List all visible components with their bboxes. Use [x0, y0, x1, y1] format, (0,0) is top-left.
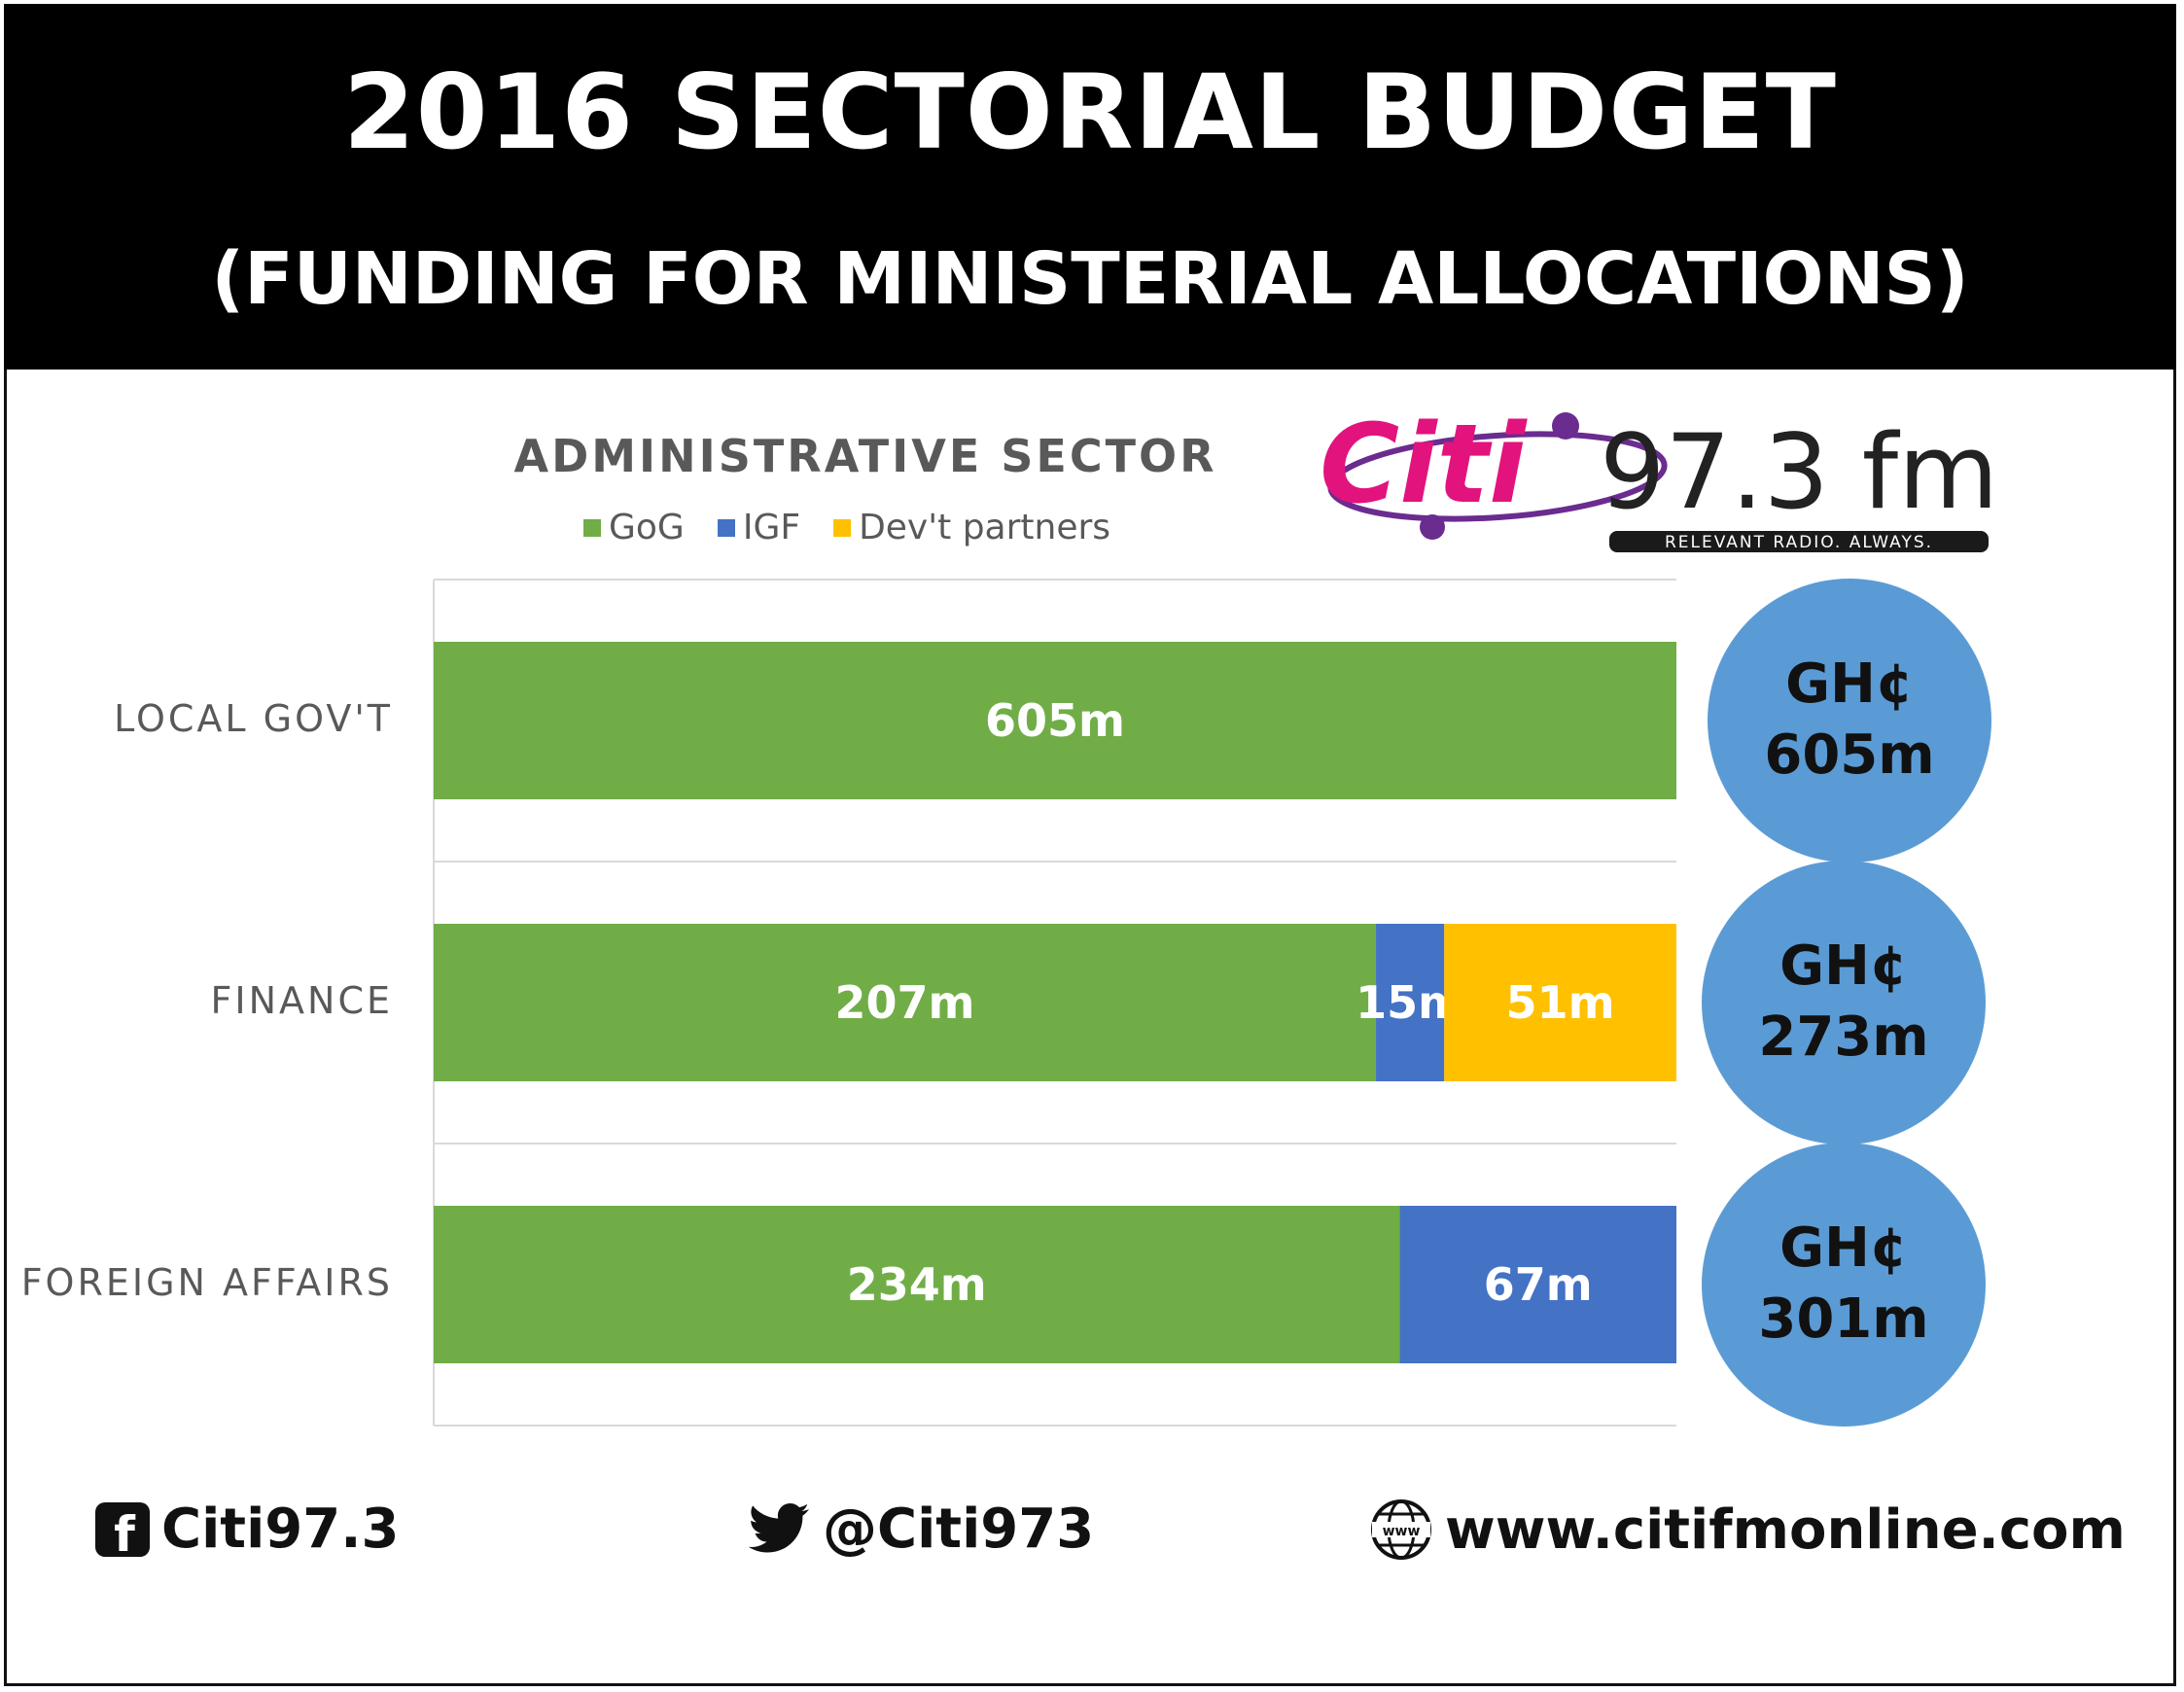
legend-swatch-dev-partners — [833, 518, 852, 537]
footer-twitter[interactable]: @Citi973 — [747, 1498, 1094, 1561]
legend-label-igf: IGF — [742, 508, 801, 547]
footer-facebook[interactable]: f Citi97.3 — [95, 1498, 399, 1561]
legend-label-dev-partners: Dev't partners — [859, 508, 1111, 547]
globe-icon: www — [1371, 1499, 1431, 1560]
total-amount: 301m — [1758, 1287, 1929, 1351]
website-url: www.citifmonline.com — [1445, 1498, 2126, 1562]
logo-tagline: RELEVANT RADIO. ALWAYS. — [1665, 533, 1933, 552]
total-bubble: GH¢ 301m — [1702, 1143, 1986, 1427]
data-label: 67m — [1484, 1258, 1593, 1311]
chart-legend: GoG IGF Dev't partners — [583, 508, 1110, 547]
facebook-handle: Citi97.3 — [161, 1498, 400, 1561]
chart-title: ADMINISTRATIVE SECTOR — [513, 430, 1217, 482]
category-label: FOREIGN AFFAIRS — [20, 1261, 393, 1304]
category-label: LOCAL GOV'T — [114, 697, 393, 740]
legend-item-gog: GoG — [583, 508, 685, 547]
bar-igf — [1399, 1206, 1676, 1363]
total-bubble: GH¢ 273m — [1702, 861, 1986, 1145]
total-currency: GH¢ — [1779, 1216, 1908, 1281]
bar-gog — [434, 642, 1676, 799]
facebook-icon: f — [95, 1501, 150, 1557]
category-label: FINANCE — [210, 979, 393, 1022]
legend-swatch-igf — [717, 518, 735, 537]
header-banner: 2016 SECTORIAL BUDGET (FUNDING FOR MINIS… — [4, 4, 2176, 370]
page-title: 2016 SECTORIAL BUDGET — [342, 53, 1837, 172]
total-currency: GH¢ — [1779, 934, 1908, 999]
legend-item-dev-partners: Dev't partners — [833, 508, 1110, 547]
legend-item-igf: IGF — [717, 508, 801, 547]
citi-logo: Citi 97.3 fm RELEVANT RADIO. ALWAYS. — [1320, 402, 1998, 552]
total-currency: GH¢ — [1785, 652, 1914, 717]
bar-dev-t-partners — [1444, 924, 1676, 1081]
svg-text:www: www — [1383, 1524, 1421, 1539]
total-bubble: GH¢ 605m — [1708, 579, 1991, 863]
logo-brand: Citi — [1320, 402, 1528, 528]
bar-igf — [1376, 924, 1445, 1081]
total-amount: 273m — [1758, 1005, 1929, 1069]
twitter-handle: @Citi973 — [823, 1498, 1095, 1561]
bar-gog — [434, 1206, 1400, 1363]
data-label: 234m — [847, 1258, 987, 1311]
legend-label-gog: GoG — [609, 508, 685, 547]
svg-text:f: f — [114, 1506, 136, 1557]
page-subtitle: (FUNDING FOR MINISTERIAL ALLOCATIONS) — [211, 237, 1969, 321]
bar-gog — [434, 924, 1377, 1081]
footer-website[interactable]: www www.citifmonline.com — [1369, 1498, 2126, 1562]
data-label: 51m — [1506, 976, 1615, 1029]
legend-swatch-gog — [583, 518, 601, 537]
logo-frequency: 97.3 fm — [1600, 412, 1998, 532]
total-amount: 605m — [1764, 723, 1935, 787]
data-label: 207m — [835, 976, 975, 1029]
data-label: 605m — [985, 694, 1125, 747]
twitter-icon — [748, 1502, 809, 1552]
